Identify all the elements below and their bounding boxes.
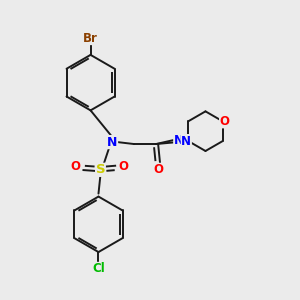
Text: N: N — [107, 136, 118, 148]
Text: N: N — [181, 135, 191, 148]
Text: S: S — [96, 163, 105, 176]
Text: Br: Br — [83, 32, 98, 44]
Text: O: O — [118, 160, 128, 173]
Text: Cl: Cl — [92, 262, 105, 275]
Text: O: O — [220, 115, 230, 128]
Text: O: O — [153, 163, 163, 176]
Text: O: O — [71, 160, 81, 173]
Text: N: N — [174, 134, 184, 147]
